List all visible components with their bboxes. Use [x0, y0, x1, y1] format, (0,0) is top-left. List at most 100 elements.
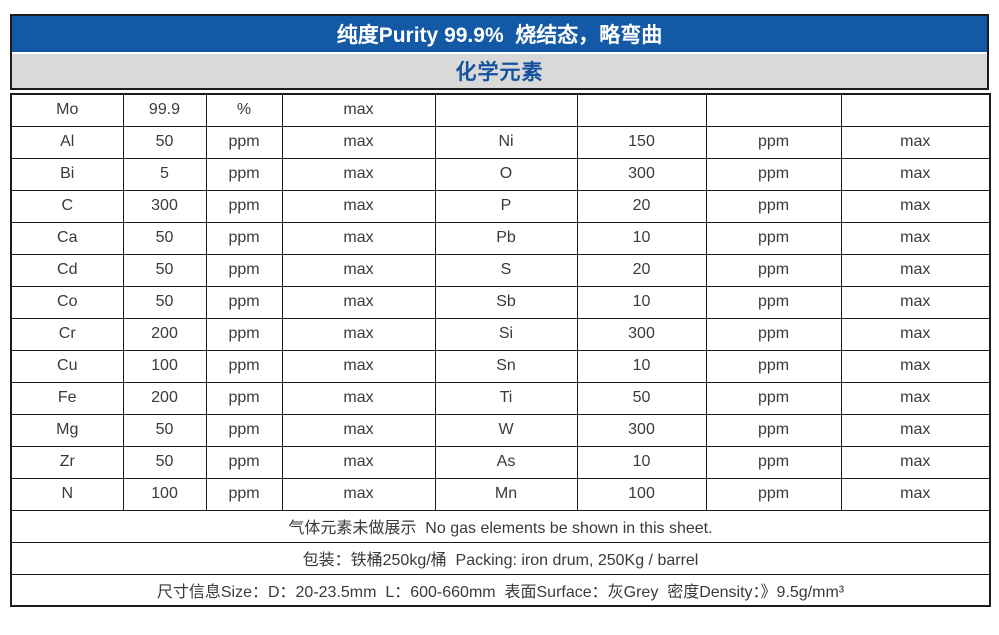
element-cell: 150	[576, 125, 707, 159]
element-cell: ppm	[205, 477, 283, 511]
element-cell	[576, 93, 707, 127]
element-cell: Mg	[10, 413, 124, 447]
element-cell: Pb	[434, 221, 578, 255]
element-cell: max	[840, 157, 991, 191]
element-cell: max	[281, 93, 436, 127]
element-row: Cr 200 ppm max Si 300 ppm max	[10, 317, 991, 351]
element-cell: max	[281, 381, 436, 415]
element-cell: ppm	[205, 285, 283, 319]
element-cell: 100	[122, 477, 207, 511]
element-cell: max	[281, 189, 436, 223]
element-cell: 50	[122, 125, 207, 159]
element-cell: 200	[122, 381, 207, 415]
element-row: Ca 50 ppm max Pb 10 ppm max	[10, 221, 991, 255]
notes-section: 气体元素未做展示 No gas elements be shown in thi…	[10, 509, 991, 607]
element-cell: max	[281, 477, 436, 511]
element-cell: ppm	[205, 413, 283, 447]
element-cell: Fe	[10, 381, 124, 415]
element-cell: ppm	[205, 381, 283, 415]
element-row: Zr 50 ppm max As 10 ppm max	[10, 445, 991, 479]
element-cell: ppm	[705, 445, 842, 479]
element-cell: max	[281, 349, 436, 383]
element-cell: Co	[10, 285, 124, 319]
element-cell: Ca	[10, 221, 124, 255]
packing-note: 包装：铁桶250kg/桶 Packing: iron drum, 250Kg /…	[10, 541, 991, 575]
note-row-packing: 包装：铁桶250kg/桶 Packing: iron drum, 250Kg /…	[10, 541, 991, 575]
element-cell: ppm	[705, 253, 842, 287]
element-cell: S	[434, 253, 578, 287]
element-cell: 20	[576, 189, 707, 223]
element-cell: Sb	[434, 285, 578, 319]
element-cell	[840, 93, 991, 127]
element-cell: 10	[576, 221, 707, 255]
element-cell: Sn	[434, 349, 578, 383]
element-cell: ppm	[705, 477, 842, 511]
element-cell: ppm	[205, 189, 283, 223]
element-cell: P	[434, 189, 578, 223]
element-cell: max	[840, 125, 991, 159]
element-cell: ppm	[205, 157, 283, 191]
element-cell: 300	[576, 157, 707, 191]
element-cell: max	[281, 253, 436, 287]
element-cell: ppm	[705, 189, 842, 223]
element-cell: max	[281, 221, 436, 255]
element-cell: max	[840, 381, 991, 415]
chemical-elements-heading: 化学元素	[12, 54, 987, 88]
gas-elements-note: 气体元素未做展示 No gas elements be shown in thi…	[10, 509, 991, 543]
elements-table-body: Mo 99.9% max Al 50 ppm max Ni 150 ppm max Bi 5 ppm max…	[10, 93, 991, 511]
element-cell: 300	[122, 189, 207, 223]
element-cell: 50	[122, 445, 207, 479]
element-cell: max	[281, 317, 436, 351]
element-cell: ppm	[205, 445, 283, 479]
element-cell	[705, 93, 842, 127]
element-cell: max	[840, 445, 991, 479]
element-cell: 10	[576, 349, 707, 383]
size-surface-density-note: 尺寸信息Size：D：20-23.5mm L：600-660mm 表面Surfa…	[10, 573, 991, 607]
element-cell: 300	[576, 413, 707, 447]
element-cell: 50	[122, 221, 207, 255]
element-cell: Cr	[10, 317, 124, 351]
element-row: Mg 50 ppm max W 300 ppm max	[10, 413, 991, 447]
element-cell: W	[434, 413, 578, 447]
sheet-header-block: 纯度Purity 99.9% 烧结态，略弯曲 化学元素	[10, 14, 989, 90]
element-cell: max	[840, 221, 991, 255]
element-cell: max	[840, 413, 991, 447]
element-cell: 10	[576, 445, 707, 479]
element-cell: ppm	[205, 253, 283, 287]
element-cell: Mo	[10, 93, 124, 127]
element-cell: 100	[122, 349, 207, 383]
element-cell: max	[281, 445, 436, 479]
element-row: Cu 100 ppm max Sn 10 ppm max	[10, 349, 991, 383]
element-row: Al 50 ppm max Ni 150 ppm max	[10, 125, 991, 159]
element-cell: max	[281, 157, 436, 191]
chemical-elements-heading-text: 化学元素	[455, 61, 544, 84]
element-row: Cd 50 ppm max S 20 ppm max	[10, 253, 991, 287]
element-cell: ppm	[205, 125, 283, 159]
element-cell: Cd	[10, 253, 124, 287]
element-row: N 100 ppm max Mn 100 ppm max	[10, 477, 991, 511]
element-cell: Ni	[434, 125, 578, 159]
element-cell: 20	[576, 253, 707, 287]
element-cell: As	[434, 445, 578, 479]
element-cell: ppm	[705, 157, 842, 191]
element-cell: Al	[10, 125, 124, 159]
element-cell: max	[281, 125, 436, 159]
element-cell: ppm	[205, 221, 283, 255]
element-cell: %	[205, 93, 283, 127]
element-row: Mo 99.9% max	[10, 93, 991, 127]
element-cell: ppm	[705, 349, 842, 383]
element-cell: max	[840, 349, 991, 383]
element-cell: max	[281, 285, 436, 319]
element-cell: max	[281, 413, 436, 447]
element-cell: 99.9	[122, 93, 207, 127]
element-row: Co 50 ppm max Sb 10 ppm max	[10, 285, 991, 319]
elements-table: Mo 99.9% max Al 50 ppm max Ni 150 ppm max Bi 5 ppm max…	[10, 93, 991, 607]
element-cell: O	[434, 157, 578, 191]
element-cell: 50	[576, 381, 707, 415]
element-row: C 300 ppm max P 20 ppm max	[10, 189, 991, 223]
element-cell: Zr	[10, 445, 124, 479]
element-cell: ppm	[705, 125, 842, 159]
element-cell: 50	[122, 413, 207, 447]
element-cell: 50	[122, 285, 207, 319]
element-cell: max	[840, 317, 991, 351]
